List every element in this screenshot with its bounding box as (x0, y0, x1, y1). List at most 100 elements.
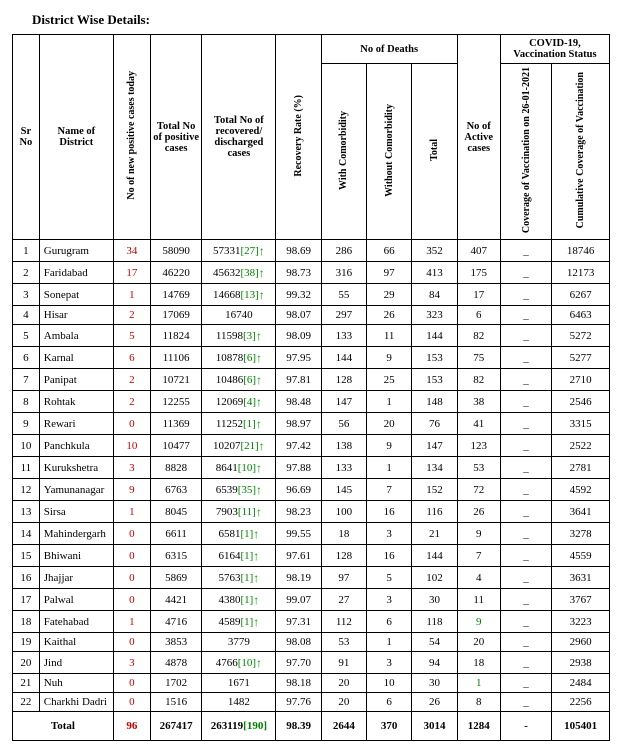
cell-recovered: 6581[1]↑ (202, 523, 276, 545)
cell-district: Sirsa (39, 501, 113, 523)
cell-without: 6 (367, 693, 412, 712)
cell-new: 0 (113, 567, 150, 589)
cell-rate: 98.08 (276, 633, 321, 652)
cell-total-rec: 263119[190] (202, 712, 276, 741)
col-total: Total No of positive cases (150, 35, 201, 240)
cell-sr: 3 (13, 284, 40, 306)
cell-vax-cum: 2256 (552, 693, 610, 712)
cell-without: 6 (367, 611, 412, 633)
cell-rate: 98.19 (276, 567, 321, 589)
cell-sr: 21 (13, 674, 40, 693)
cell-with: 316 (321, 262, 366, 284)
cell-active: 26 (457, 501, 500, 523)
cell-with: 20 (321, 674, 366, 693)
cell-with: 56 (321, 413, 366, 435)
cell-sr: 2 (13, 262, 40, 284)
cell-vax-cum: 3631 (552, 567, 610, 589)
cell-rate: 97.42 (276, 435, 321, 457)
cell-district: Karnal (39, 347, 113, 369)
cell-vax-cum: 2484 (552, 674, 610, 693)
cell-recovered: 4589[1]↑ (202, 611, 276, 633)
table-row: 20Jind348784766[10]↑97.709139418_2938 (13, 652, 610, 674)
cell-active: 407 (457, 240, 500, 262)
cell-new: 0 (113, 633, 150, 652)
cell-vax-cum: 3641 (552, 501, 610, 523)
cell-total-vax-today: - (500, 712, 551, 741)
cell-without: 7 (367, 479, 412, 501)
cell-total: 6611 (150, 523, 201, 545)
cell-district: Panchkula (39, 435, 113, 457)
cell-recovered: 4380[1]↑ (202, 589, 276, 611)
cell-sr: 13 (13, 501, 40, 523)
cell-dtotal: 118 (412, 611, 457, 633)
cell-with: 147 (321, 391, 366, 413)
cell-total: 4878 (150, 652, 201, 674)
cell-sr: 10 (13, 435, 40, 457)
cell-dtotal: 134 (412, 457, 457, 479)
cell-vax-cum: 3767 (552, 589, 610, 611)
cell-total: 11824 (150, 325, 201, 347)
cell-total: 11106 (150, 347, 201, 369)
district-table: Sr No Name of District No of new positiv… (12, 34, 610, 741)
col-deaths-total: Total (412, 64, 457, 240)
cell-vax-today: _ (500, 479, 551, 501)
cell-active: 11 (457, 589, 500, 611)
cell-district: Mahindergarh (39, 523, 113, 545)
cell-active: 18 (457, 652, 500, 674)
cell-district: Jhajjar (39, 567, 113, 589)
cell-vax-today: _ (500, 589, 551, 611)
col-district: Name of District (39, 35, 113, 240)
cell-with: 286 (321, 240, 366, 262)
cell-sr: 19 (13, 633, 40, 652)
cell-without: 3 (367, 652, 412, 674)
cell-sr: 17 (13, 589, 40, 611)
cell-vax-today: _ (500, 391, 551, 413)
cell-active: 53 (457, 457, 500, 479)
cell-total-active: 1284 (457, 712, 500, 741)
cell-sr: 12 (13, 479, 40, 501)
cell-new: 6 (113, 347, 150, 369)
cell-dtotal: 413 (412, 262, 457, 284)
cell-sr: 14 (13, 523, 40, 545)
cell-vax-cum: 2522 (552, 435, 610, 457)
cell-district: Kurukshetra (39, 457, 113, 479)
cell-active: 8 (457, 693, 500, 712)
cell-sr: 11 (13, 457, 40, 479)
table-row: 3Sonepat11476914668[13]↑99.3255298417_62… (13, 284, 610, 306)
cell-dtotal: 323 (412, 306, 457, 325)
cell-without: 26 (367, 306, 412, 325)
col-rate: Recovery Rate (%) (276, 35, 321, 240)
cell-vax-today: _ (500, 674, 551, 693)
cell-new: 3 (113, 457, 150, 479)
cell-dtotal: 148 (412, 391, 457, 413)
table-row: 11Kurukshetra388288641[10]↑97.8813311345… (13, 457, 610, 479)
cell-total: 46220 (150, 262, 201, 284)
cell-vax-today: _ (500, 633, 551, 652)
cell-vax-cum: 3315 (552, 413, 610, 435)
col-vax-group: COVID-19, Vaccination Status (500, 35, 609, 64)
cell-total-rate: 98.39 (276, 712, 321, 741)
cell-dtotal: 147 (412, 435, 457, 457)
cell-vax-today: _ (500, 567, 551, 589)
cell-recovered: 45632[38]↑ (202, 262, 276, 284)
cell-vax-cum: 4559 (552, 545, 610, 567)
cell-sr: 4 (13, 306, 40, 325)
table-row: 4Hisar2170691674098.07297263236_6463 (13, 306, 610, 325)
cell-rate: 99.55 (276, 523, 321, 545)
cell-vax-today: _ (500, 306, 551, 325)
cell-active: 9 (457, 523, 500, 545)
cell-total-without: 370 (367, 712, 412, 741)
cell-rate: 96.69 (276, 479, 321, 501)
cell-without: 16 (367, 545, 412, 567)
cell-sr: 8 (13, 391, 40, 413)
cell-without: 97 (367, 262, 412, 284)
cell-rate: 98.18 (276, 674, 321, 693)
cell-total: 10477 (150, 435, 201, 457)
cell-total: 1702 (150, 674, 201, 693)
cell-active: 17 (457, 284, 500, 306)
cell-recovered: 1482 (202, 693, 276, 712)
cell-without: 3 (367, 523, 412, 545)
cell-vax-today: _ (500, 501, 551, 523)
table-row: 7Panipat21072110486[6]↑97.811282515382_2… (13, 369, 610, 391)
cell-recovered: 14668[13]↑ (202, 284, 276, 306)
